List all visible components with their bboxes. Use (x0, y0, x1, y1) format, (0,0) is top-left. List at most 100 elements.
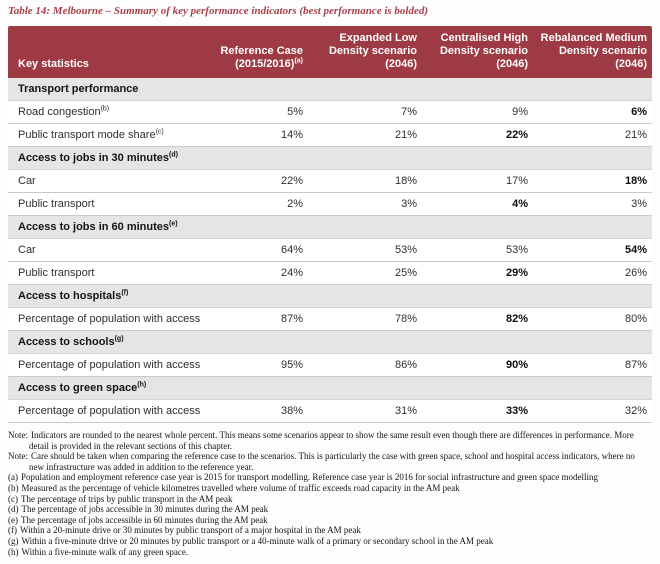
footnote-item: (h) Within a five-minute walk of any gree… (8, 547, 652, 558)
stat-value: 64% (208, 238, 308, 262)
stat-value: 18% (533, 169, 652, 193)
footnote-text: Measured as the percentage of vehicle ki… (21, 482, 460, 493)
footnote-item: (g) Within a five-minute drive or 20 minu… (8, 536, 652, 547)
stat-value: 87% (208, 307, 308, 331)
footnote-label: (c) (8, 493, 18, 504)
section-heading-text: Access to jobs in 30 minutes (18, 152, 169, 164)
stat-value: 90% (422, 353, 533, 377)
row-label: Public transport (8, 261, 208, 285)
section-row-jobs-60-minutes: Access to jobs in 60 minutes(e) (8, 215, 652, 239)
section-heading-text: Access to jobs in 60 minutes (18, 221, 169, 233)
row-label-text: Public transport (18, 198, 95, 210)
stat-value: 22% (208, 169, 308, 193)
footnote-text: The percentage of jobs accessible in 60 … (21, 514, 268, 525)
stat-value: 78% (308, 307, 422, 331)
note-label: Note: (8, 451, 28, 462)
table-title: Table 14: Melbourne – Summary of key per… (8, 5, 429, 17)
stat-value: 86% (308, 353, 422, 377)
section-row-schools: Access to schools(g) (8, 330, 652, 354)
column-header-expanded-low-density: Expanded Low Density scenario (2046) (308, 26, 422, 78)
row-label: Public transport (8, 192, 208, 216)
footnote-item: (c) The percentage of trips by public tra… (8, 494, 652, 505)
section-heading-text: Access to hospitals (18, 290, 122, 302)
stat-value: 17% (422, 169, 533, 193)
row-label-text: Public transport (18, 267, 95, 279)
stat-value: 32% (533, 399, 652, 423)
footnote-text: The percentage of trips by public transp… (21, 493, 233, 504)
section-heading: Transport performance (8, 78, 652, 101)
footnote-marker: (e) (169, 220, 178, 228)
row-label-text: Car (18, 244, 36, 256)
column-header-label: Centralised High Density scenario (2046) (439, 32, 528, 70)
footnote-label: (a) (8, 472, 18, 483)
table-row-pt-mode-share: Public transport mode share(c) 14% 21% 2… (8, 123, 652, 147)
table-row-schools-access: Percentage of population with access 95%… (8, 353, 652, 377)
row-label-text: Percentage of population with access (18, 405, 201, 417)
footnote-text: Population and employment reference case… (21, 472, 599, 483)
footnote-label: (g) (8, 535, 19, 546)
row-label-text: Road congestion (18, 106, 101, 118)
note-text: Indicators are rounded to the nearest wh… (29, 430, 634, 451)
stat-value: 82% (422, 307, 533, 331)
section-heading: Access to hospitals(f) (8, 284, 652, 308)
stat-value: 9% (422, 100, 533, 124)
footnote-text: Within a 20-minute drive or 30 minutes b… (20, 525, 361, 536)
footnote-marker: (f) (121, 289, 129, 297)
table-row-hospitals-access: Percentage of population with access 87%… (8, 307, 652, 331)
footnote-item: (a) Population and employment reference c… (8, 472, 652, 483)
section-row-transport-performance: Transport performance (8, 78, 652, 101)
row-label: Car (8, 169, 208, 193)
table-row-green-space-access: Percentage of population with access 38%… (8, 399, 652, 423)
column-header-rebalanced-medium-density: Rebalanced Medium Density scenario (2046… (533, 26, 652, 78)
stat-value: 26% (533, 261, 652, 285)
footnote-label: (d) (8, 504, 19, 515)
footnote-label: (e) (8, 514, 18, 525)
note-label: Note: (8, 430, 28, 440)
footnote-marker: (a) (294, 57, 303, 65)
note-text: Care should be taken when comparing the … (29, 451, 635, 472)
footnote-label: (h) (8, 546, 19, 557)
column-header-key-statistics: Key statistics (8, 26, 208, 78)
section-heading: Access to schools(g) (8, 330, 652, 354)
section-row-hospitals: Access to hospitals(f) (8, 284, 652, 308)
stat-value: 29% (422, 261, 533, 285)
stat-value: 25% (308, 261, 422, 285)
section-row-jobs-30-minutes: Access to jobs in 30 minutes(d) (8, 146, 652, 170)
notes-block: Note: Indicators are rounded to the neare… (8, 430, 652, 557)
stat-value: 21% (533, 123, 652, 147)
stat-value: 14% (208, 123, 308, 147)
footnote-marker: (h) (137, 381, 147, 389)
header-row: Key statistics Reference Case (2015/2016… (8, 26, 652, 78)
stat-value: 31% (308, 399, 422, 423)
section-heading: Access to jobs in 60 minutes(e) (8, 215, 652, 239)
row-label-text: Public transport mode share (18, 129, 156, 141)
table-row-car-60: Car 64% 53% 53% 54% (8, 238, 652, 262)
table-row-pt-60: Public transport 24% 25% 29% 26% (8, 261, 652, 285)
stat-value: 53% (422, 238, 533, 262)
column-header-centralised-high-density: Centralised High Density scenario (2046) (422, 26, 533, 78)
footnote-item: (e) The percentage of jobs accessible in … (8, 515, 652, 526)
footnote-text: Within a five-minute drive or 20 minutes… (21, 535, 494, 546)
section-heading-text: Access to schools (18, 336, 115, 348)
section-heading: Access to green space(h) (8, 376, 652, 400)
footnote-label: (b) (8, 482, 19, 493)
footnote-item: (b) Measured as the percentage of vehicle… (8, 483, 652, 494)
row-label-text: Car (18, 175, 36, 187)
table-row-car-30: Car 22% 18% 17% 18% (8, 169, 652, 193)
column-header-label: Key statistics (18, 58, 89, 70)
section-heading-text: Access to green space (18, 382, 138, 394)
table-row-pt-30: Public transport 2% 3% 4% 3% (8, 192, 652, 216)
stat-value: 24% (208, 261, 308, 285)
row-label: Percentage of population with access (8, 399, 208, 423)
note-item: Note: Indicators are rounded to the neare… (8, 430, 652, 451)
stat-value: 18% (308, 169, 422, 193)
footnote-marker: (d) (169, 151, 178, 159)
footnote-item: (f) Within a 20-minute drive or 30 minute… (8, 525, 652, 536)
stat-value: 3% (533, 192, 652, 216)
table-row-road-congestion: Road congestion(b) 5% 7% 9% 6% (8, 100, 652, 124)
row-label: Percentage of population with access (8, 307, 208, 331)
section-row-green-space: Access to green space(h) (8, 376, 652, 400)
stat-value: 7% (308, 100, 422, 124)
row-label: Car (8, 238, 208, 262)
column-header-label: Reference Case (2015/2016) (220, 45, 303, 70)
